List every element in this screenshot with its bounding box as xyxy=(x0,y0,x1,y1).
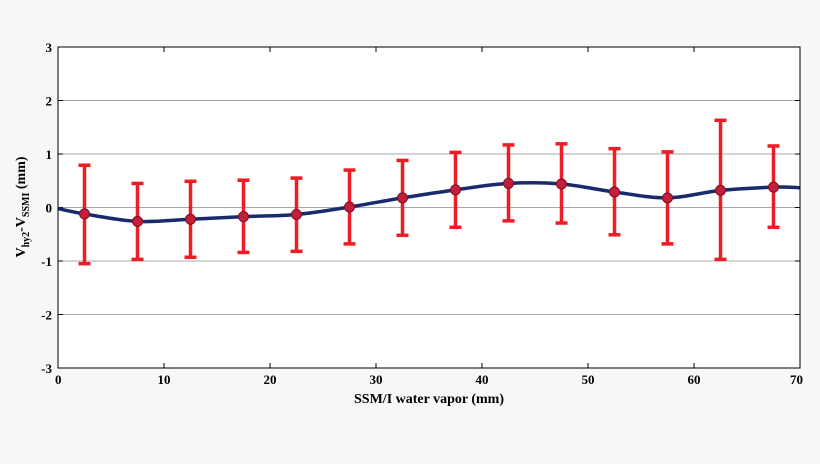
y-tick-label: 3 xyxy=(46,40,53,55)
data-markers xyxy=(79,177,779,227)
data-point xyxy=(185,213,196,225)
x-tick-label: 20 xyxy=(264,372,277,387)
data-point xyxy=(768,181,779,193)
series-line xyxy=(57,181,801,224)
y-label-dash: - xyxy=(14,227,29,232)
x-tick-label: 40 xyxy=(476,372,489,387)
x-tick-label: 0 xyxy=(55,372,62,387)
x-tick-label: 70 xyxy=(790,372,803,387)
data-point xyxy=(556,178,567,190)
data-point xyxy=(238,211,249,223)
data-point xyxy=(503,177,514,189)
y-tick-label: 2 xyxy=(46,94,53,109)
y-label-v2: V xyxy=(14,217,29,227)
plot-frame xyxy=(57,46,801,369)
x-axis-label: SSM/I water vapor (mm) xyxy=(354,392,504,407)
y-tick-label: -2 xyxy=(41,308,52,323)
data-point xyxy=(79,208,90,220)
data-point xyxy=(132,215,143,227)
data-point xyxy=(397,192,408,204)
y-axis-label: Vhy2-VSSMI (mm) xyxy=(14,156,32,257)
data-point xyxy=(662,192,673,204)
y-label-unit: (mm) xyxy=(14,156,29,192)
y-label-sub2: SSMI xyxy=(21,193,32,218)
data-point xyxy=(291,208,302,220)
data-point xyxy=(344,201,355,213)
data-point xyxy=(715,184,726,196)
y-tick-label: -1 xyxy=(41,254,52,269)
x-tick-label: 30 xyxy=(370,372,383,387)
data-point xyxy=(609,186,620,198)
x-tick-label: 50 xyxy=(582,372,595,387)
y-tick-label: -3 xyxy=(41,361,52,376)
y-tick-label: 0 xyxy=(46,201,53,216)
x-tick-label: 60 xyxy=(688,372,701,387)
grid-lines xyxy=(58,100,800,315)
y-label-sub1: hy2 xyxy=(21,232,32,248)
y-tick-label: 1 xyxy=(46,147,53,162)
y-tick-labels: -3 -2 -1 0 1 2 3 xyxy=(41,40,52,376)
x-tick-label: 10 xyxy=(158,372,171,387)
data-point xyxy=(450,184,461,196)
x-tick-labels: 0 10 20 30 40 50 60 70 xyxy=(55,372,803,387)
y-label-v1: V xyxy=(14,247,29,257)
